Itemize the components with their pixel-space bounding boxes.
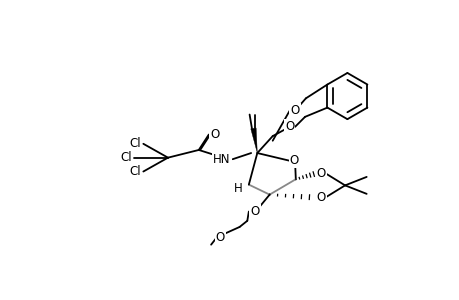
Text: O: O: [316, 191, 325, 204]
Text: O: O: [250, 205, 259, 218]
Text: Cl: Cl: [129, 137, 141, 150]
Polygon shape: [250, 128, 257, 153]
Text: Cl: Cl: [129, 165, 141, 178]
Text: O: O: [215, 231, 224, 244]
Text: Cl: Cl: [120, 151, 132, 164]
Text: O: O: [290, 104, 299, 117]
Text: O: O: [289, 154, 298, 167]
Text: O: O: [285, 120, 294, 134]
Text: H: H: [233, 182, 242, 195]
Text: O: O: [316, 167, 325, 180]
Text: O: O: [210, 128, 219, 141]
Text: HN: HN: [213, 153, 230, 166]
